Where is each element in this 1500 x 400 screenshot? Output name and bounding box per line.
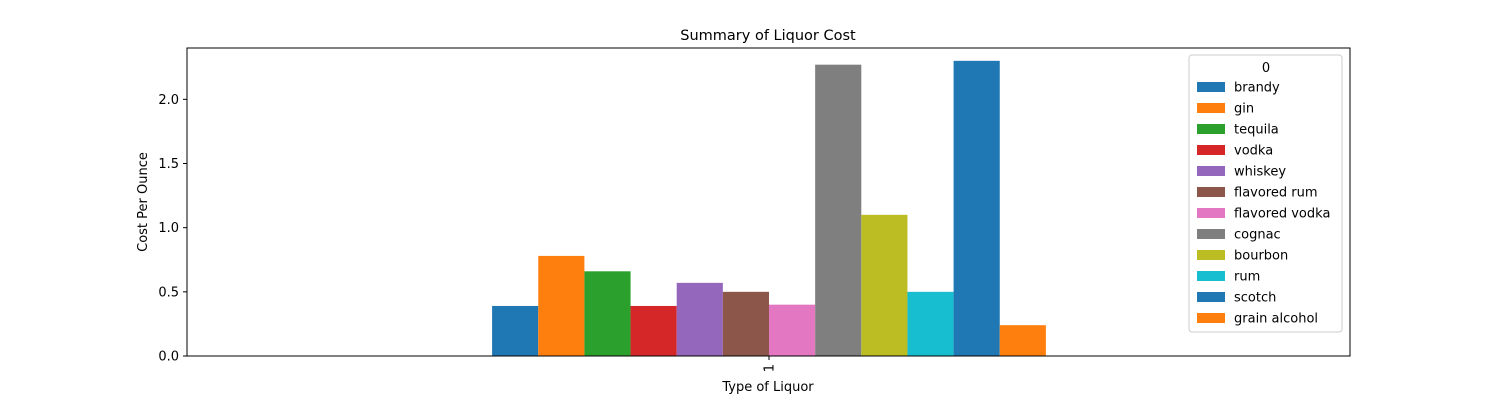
legend-swatch-tequila: [1197, 124, 1225, 134]
legend-items: brandy gin tequila vodka whiskey flavored rum…: [1197, 81, 1330, 327]
bar-rum: [907, 291, 954, 356]
legend-swatch-gin: [1197, 103, 1225, 113]
bar-brandy: [492, 305, 539, 356]
y-axis-ticks: 0.0 0.5 1.0 1.5 2.0: [158, 93, 187, 365]
bars-layer: [492, 60, 1046, 357]
y-tick-label: 1.0: [158, 221, 179, 236]
legend-swatch-brandy: [1197, 82, 1225, 92]
legend-swatch-vodka: [1197, 145, 1225, 155]
bar-gin: [538, 255, 585, 356]
legend-swatch-grain-alcohol: [1197, 313, 1225, 323]
bar-vodka: [630, 305, 677, 356]
legend-swatch-flavored-vodka: [1197, 208, 1225, 218]
legend: 0 brandy gin tequila vodka whiskey flavored r…: [1188, 54, 1343, 333]
legend-swatch-flavored-rum: [1197, 187, 1225, 197]
legend-label-vodka: vodka: [1234, 144, 1273, 159]
x-axis-ticks: 1: [763, 356, 778, 372]
legend-swatch-cognac: [1197, 229, 1225, 239]
legend-label-flavored-rum: flavored rum: [1234, 186, 1318, 201]
bar-whiskey: [676, 282, 723, 356]
y-tick-label: 0.0: [158, 350, 179, 365]
bar-scotch: [953, 60, 1000, 356]
y-tick-label: 1.5: [158, 157, 179, 172]
chart-title: Summary of Liquor Cost: [680, 28, 856, 44]
legend-swatch-whiskey: [1197, 166, 1225, 176]
legend-frame: [1188, 54, 1343, 333]
legend-label-tequila: tequila: [1234, 123, 1279, 138]
y-axis-label: Cost Per Ounce: [136, 152, 151, 252]
bar-flavored-vodka: [769, 304, 816, 356]
legend-label-gin: gin: [1234, 102, 1254, 117]
legend-label-scotch: scotch: [1234, 291, 1276, 306]
legend-label-rum: rum: [1234, 270, 1260, 285]
legend-label-whiskey: whiskey: [1234, 165, 1286, 180]
plot-frame: [186, 47, 1351, 357]
legend-label-brandy: brandy: [1234, 81, 1280, 96]
y-tick-label: 2.0: [158, 93, 179, 108]
y-tick-label: 0.5: [158, 285, 179, 300]
bar-tequila: [584, 271, 631, 356]
legend-title: 0: [1262, 61, 1270, 76]
legend-swatch-bourbon: [1197, 250, 1225, 260]
bar-bourbon: [861, 214, 908, 356]
bar-grain-alcohol: [999, 325, 1046, 356]
legend-swatch-scotch: [1197, 292, 1225, 302]
legend-label-flavored-vodka: flavored vodka: [1234, 207, 1330, 222]
legend-label-grain-alcohol: grain alcohol: [1234, 312, 1318, 327]
legend-label-cognac: cognac: [1234, 228, 1281, 243]
legend-label-bourbon: bourbon: [1234, 249, 1288, 264]
x-axis-label: Type of Liquor: [721, 380, 814, 395]
bar-cognac: [815, 64, 862, 357]
legend-swatch-rum: [1197, 271, 1225, 281]
bar-flavored-rum: [722, 291, 769, 356]
x-tick-label: 1: [763, 364, 778, 372]
